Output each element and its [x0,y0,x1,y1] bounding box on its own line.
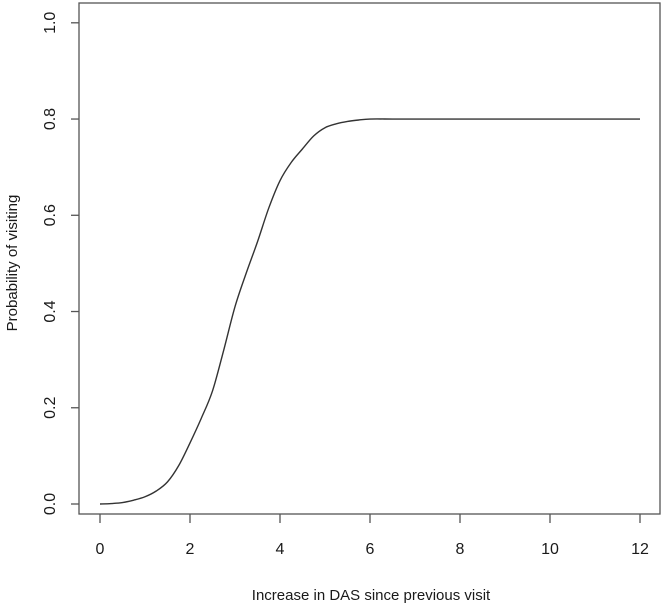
y-tick-label: 0.0 [42,493,59,515]
y-axis-label: Probability of visiting [4,195,21,332]
x-tick-label: 4 [276,541,285,558]
plot-frame [78,2,661,515]
x-tick-label: 10 [541,541,559,558]
y-tick-label: 0.6 [42,204,59,226]
x-tick-label: 8 [456,541,465,558]
y-axis: 0.0 0.2 0.4 0.6 0.8 1.0 [42,12,79,515]
y-tick-label: 0.2 [42,397,59,419]
x-tick-label: 2 [186,541,195,558]
x-axis-label: Increase in DAS since previous visit [252,587,491,604]
x-tick-label: 0 [96,541,105,558]
x-tick-label: 12 [631,541,649,558]
y-tick-label: 0.4 [42,300,59,322]
probability-curve [99,118,640,505]
x-axis: 0 2 4 6 8 10 12 [96,514,649,558]
y-tick-label: 1.0 [42,12,59,34]
x-tick-label: 6 [366,541,375,558]
y-tick-label: 0.8 [42,108,59,130]
